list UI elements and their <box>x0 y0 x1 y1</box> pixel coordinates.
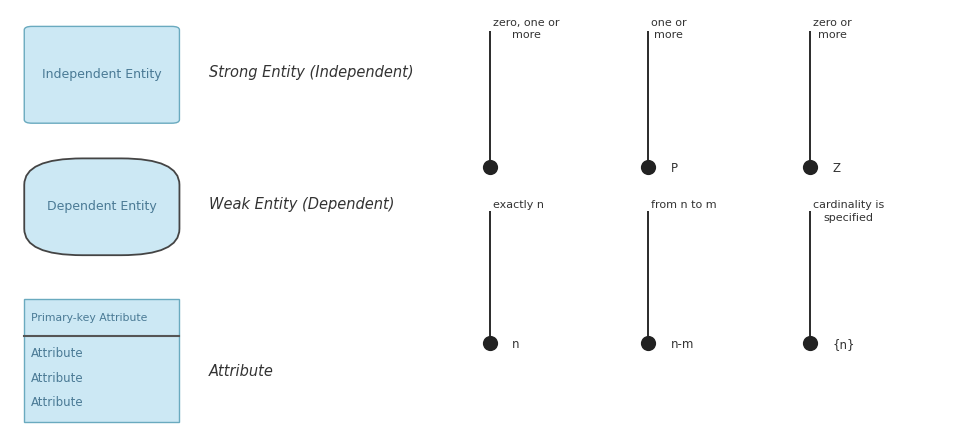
Text: {n}: {n} <box>831 337 854 351</box>
Text: cardinality is
specified: cardinality is specified <box>812 200 883 223</box>
Text: n-m: n-m <box>671 337 694 351</box>
Text: Strong Entity (Independent): Strong Entity (Independent) <box>208 65 413 80</box>
FancyBboxPatch shape <box>24 26 179 123</box>
Text: Attribute: Attribute <box>31 371 83 385</box>
FancyBboxPatch shape <box>24 158 179 255</box>
Text: zero, one or
more: zero, one or more <box>492 18 559 40</box>
Text: Attribute: Attribute <box>31 347 83 360</box>
Point <box>482 164 497 171</box>
Text: P: P <box>671 161 677 175</box>
Text: from n to m: from n to m <box>650 200 716 210</box>
Point <box>801 164 817 171</box>
Point <box>801 340 817 347</box>
Text: Primary-key Attribute: Primary-key Attribute <box>31 313 147 323</box>
Text: one or
more: one or more <box>650 18 686 40</box>
Text: Independent Entity: Independent Entity <box>42 68 162 81</box>
Point <box>640 340 655 347</box>
Text: Attribute: Attribute <box>208 364 273 379</box>
Text: Weak Entity (Dependent): Weak Entity (Dependent) <box>208 197 393 212</box>
FancyBboxPatch shape <box>24 299 179 422</box>
Point <box>640 164 655 171</box>
Text: Z: Z <box>831 161 839 175</box>
Text: Dependent Entity: Dependent Entity <box>47 200 157 213</box>
Text: n: n <box>512 337 519 351</box>
Text: zero or
more: zero or more <box>812 18 851 40</box>
Text: Attribute: Attribute <box>31 396 83 409</box>
Text: exactly n: exactly n <box>492 200 544 210</box>
Point <box>482 340 497 347</box>
